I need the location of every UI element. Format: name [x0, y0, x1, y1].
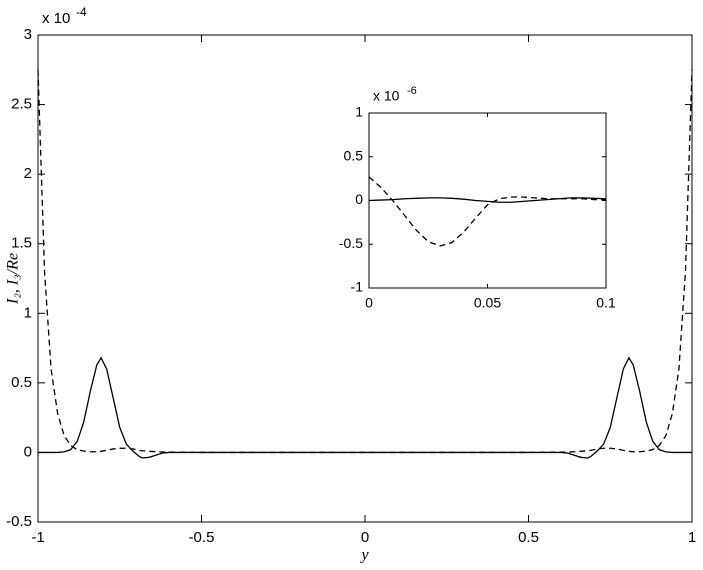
data-line: [37, 69, 693, 454]
y-scale-exponent: -6: [407, 85, 417, 97]
x-tick-label: 0: [365, 295, 373, 311]
y-tick-label: 0.5: [344, 147, 364, 163]
y-scale-label: x 10: [42, 10, 70, 27]
y-tick-label: 2: [24, 165, 32, 182]
x-tick-label: -1: [31, 529, 44, 546]
y-tick-label: -1: [351, 279, 364, 295]
x-tick-label: 0.5: [518, 529, 539, 546]
y-axis-title: I₂, I₃/Re: [5, 253, 22, 305]
y-tick-label: 3: [24, 26, 32, 43]
y-tick-label: 0.5: [11, 374, 32, 391]
y-scale-exponent: -4: [76, 5, 87, 19]
y-tick-label: 0: [355, 191, 363, 207]
y-tick-label: 0: [24, 443, 32, 460]
x-tick-label: 0.05: [474, 295, 501, 311]
x-tick-label: -0.5: [189, 529, 215, 546]
y-tick-label: -0.5: [6, 513, 32, 530]
plot-area: [369, 113, 606, 288]
x-axis-title: y: [359, 547, 369, 564]
x-tick-label: 1: [688, 529, 696, 546]
data-line: [368, 176, 606, 247]
y-tick-label: 1: [355, 104, 363, 120]
y-scale-label: x 10: [373, 88, 400, 104]
y-tick-label: -0.5: [339, 235, 363, 251]
x-tick-label: 0.1: [596, 295, 616, 311]
y-tick-label: 2.5: [11, 96, 32, 113]
y-tick-label: 1.5: [11, 235, 32, 252]
y-tick-label: 1: [24, 304, 32, 321]
x-tick-label: 0: [361, 529, 369, 546]
